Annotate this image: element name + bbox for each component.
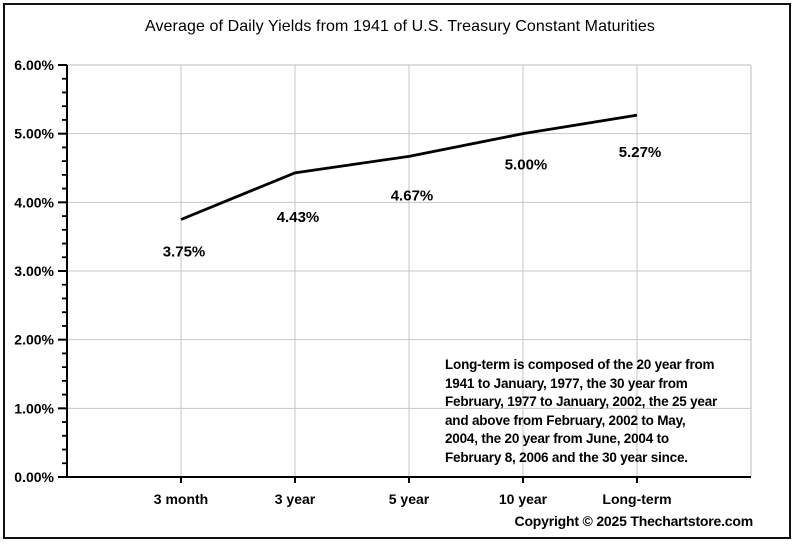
data-label: 4.43% (277, 209, 320, 226)
annotation-line: February 8, 2006 and the 30 year since. (445, 449, 688, 465)
annotation-line: 1941 to January, 1977, the 30 year from (445, 375, 688, 391)
series-line (180, 113, 638, 221)
y-tick-label: 4.00% (14, 194, 54, 210)
data-label: 4.67% (391, 187, 434, 204)
y-tick-label: 3.00% (14, 263, 54, 279)
y-tick-label: 0.00% (14, 469, 54, 485)
y-tick-label: 5.00% (14, 126, 54, 142)
x-category-label: 3 month (154, 491, 208, 507)
long-term-annotation: Long-term is composed of the 20 year fro… (445, 356, 755, 467)
data-label: 3.75% (163, 244, 206, 261)
data-label: 5.00% (505, 157, 548, 174)
annotation-line: 2004, the 20 year from June, 2004 to (445, 431, 669, 446)
copyright-text: Copyright © 2025 Thechartstore.com (514, 513, 754, 529)
annotation-line: Long-term is composed of the 20 year fro… (445, 357, 715, 372)
annotation-line: and above from February, 2002 to May, (445, 412, 686, 428)
x-category-label: 5 year (389, 491, 430, 507)
data-label: 5.27% (619, 144, 662, 161)
y-tick-label: 6.00% (14, 57, 54, 73)
x-category-label: 3 year (275, 491, 316, 507)
y-tick-label: 2.00% (14, 332, 54, 348)
x-category-label: Long-term (602, 491, 671, 507)
y-tick-label: 1.00% (14, 400, 54, 416)
annotation-line: February, 1977 to January, 2002, the 25 … (445, 394, 718, 409)
x-category-label: 10 year (499, 491, 548, 507)
chart-title: Average of Daily Yields from 1941 of U.S… (144, 18, 656, 35)
